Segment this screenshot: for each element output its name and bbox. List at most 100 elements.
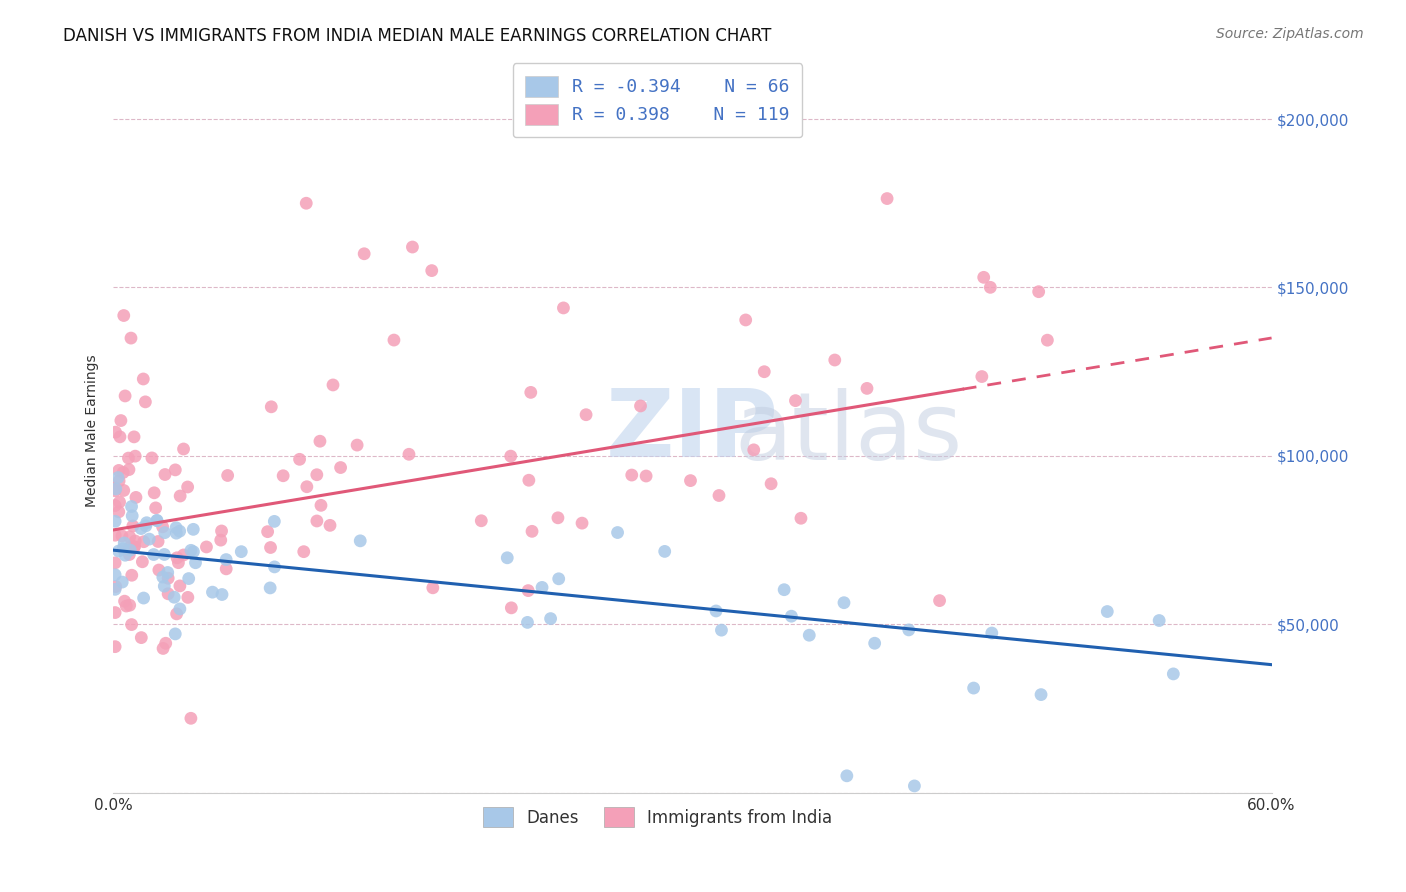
Point	[470, 514, 492, 528]
Point	[928, 593, 950, 607]
Point	[166, 550, 188, 565]
Point	[897, 623, 920, 637]
Point	[309, 499, 332, 513]
Point	[183, 545, 205, 559]
Point	[131, 555, 153, 569]
Point	[104, 528, 127, 542]
Point	[1029, 688, 1052, 702]
Point	[111, 529, 134, 543]
Point	[152, 570, 174, 584]
Point	[112, 309, 135, 323]
Point	[496, 550, 519, 565]
Point	[260, 400, 283, 414]
Point	[980, 626, 1002, 640]
Point	[531, 581, 554, 595]
Point	[104, 582, 127, 597]
Point	[970, 369, 993, 384]
Point	[111, 541, 134, 556]
Point	[153, 467, 176, 482]
Point	[114, 594, 136, 608]
Point	[195, 540, 218, 554]
Point	[398, 447, 420, 461]
Point	[135, 519, 157, 533]
Point	[353, 246, 375, 260]
Point	[305, 514, 328, 528]
Point	[122, 540, 145, 554]
Point	[759, 476, 782, 491]
Point	[121, 568, 143, 582]
Point	[309, 434, 332, 449]
Point	[876, 192, 898, 206]
Point	[108, 430, 131, 444]
Point	[553, 301, 575, 315]
Point	[209, 533, 232, 548]
Point	[271, 468, 294, 483]
Point	[118, 598, 141, 612]
Text: atlas: atlas	[735, 388, 963, 480]
Point	[118, 530, 141, 544]
Point	[124, 540, 146, 554]
Point	[112, 483, 135, 498]
Point	[146, 534, 169, 549]
Point	[169, 489, 191, 503]
Point	[115, 599, 138, 613]
Point	[704, 604, 727, 618]
Point	[104, 483, 127, 498]
Point	[184, 556, 207, 570]
Point	[259, 581, 281, 595]
Point	[169, 524, 191, 538]
Point	[155, 636, 177, 650]
Point	[420, 263, 443, 277]
Point	[173, 548, 195, 562]
Point	[112, 466, 135, 480]
Point	[295, 196, 318, 211]
Point	[401, 240, 423, 254]
Point	[256, 524, 278, 539]
Point	[134, 395, 156, 409]
Point	[152, 641, 174, 656]
Point	[382, 333, 405, 347]
Point	[165, 521, 187, 535]
Point	[132, 372, 155, 386]
Point	[499, 449, 522, 463]
Point	[141, 450, 163, 465]
Point	[104, 481, 127, 495]
Point	[211, 524, 233, 538]
Point	[654, 544, 676, 558]
Point	[104, 499, 127, 513]
Point	[679, 474, 702, 488]
Point	[606, 525, 628, 540]
Point	[520, 385, 543, 400]
Point	[169, 579, 191, 593]
Point	[773, 582, 796, 597]
Point	[292, 544, 315, 558]
Point	[152, 520, 174, 534]
Point	[107, 505, 129, 519]
Point	[1163, 666, 1185, 681]
Point	[157, 587, 180, 601]
Point	[129, 522, 152, 536]
Point	[835, 769, 858, 783]
Point	[118, 548, 141, 562]
Point	[571, 516, 593, 530]
Point	[163, 591, 186, 605]
Point	[111, 575, 134, 590]
Point	[547, 511, 569, 525]
Point	[215, 552, 238, 566]
Point	[422, 581, 444, 595]
Point	[346, 438, 368, 452]
Point	[176, 480, 198, 494]
Point	[177, 591, 200, 605]
Point	[540, 612, 562, 626]
Y-axis label: Median Male Earnings: Median Male Earnings	[86, 354, 100, 507]
Point	[146, 514, 169, 528]
Point	[108, 495, 131, 509]
Point	[734, 313, 756, 327]
Point	[832, 596, 855, 610]
Point	[547, 572, 569, 586]
Point	[329, 460, 352, 475]
Point	[117, 451, 139, 466]
Point	[962, 681, 984, 695]
Point	[135, 516, 157, 530]
Point	[785, 393, 807, 408]
